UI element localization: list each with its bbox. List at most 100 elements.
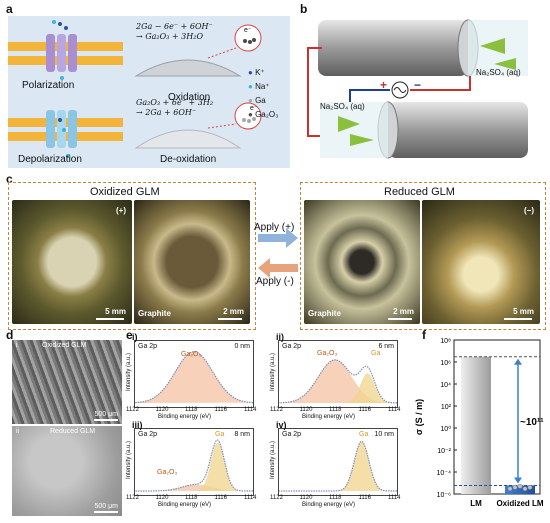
xps-x-tick: 1120: [299, 495, 313, 501]
xps-x-tick: 1114: [388, 407, 401, 413]
plus-terminal: +: [380, 78, 388, 92]
sem-roman-label: i: [16, 342, 18, 349]
photo-sub-label: Graphite: [138, 309, 171, 318]
deoxidation-label: De-oxidation: [160, 154, 217, 165]
panel-label-d: d: [6, 328, 14, 342]
apply-minus-label: Apply (-): [256, 276, 294, 287]
panel-label-c: c: [6, 172, 13, 186]
xps-envelope-line: [279, 359, 397, 404]
scatter-point: [507, 486, 513, 492]
xps-plot-1: Ga 2p 0 nm Ga₂O₃: [134, 340, 254, 408]
photo-sub-label: Graphite: [308, 309, 341, 318]
xps-depth-label: 0 nm: [234, 343, 250, 350]
oxidation-label: Oxidation: [168, 92, 211, 103]
ga2o3-peak-area: [279, 359, 397, 403]
arrow-head-down-icon: [514, 477, 522, 484]
photo-scale-label: 5 mm: [105, 307, 126, 316]
photo-corner-label: (−): [524, 206, 534, 215]
legend-item-k: ● K⁺: [248, 68, 292, 82]
oxidation-equation-line1: 2Ga − 6e⁻ + 6OH⁻: [136, 22, 213, 31]
electron-label-bottom: e⁻: [250, 105, 258, 112]
y-tick-label: 10⁶: [440, 360, 451, 367]
scatter-point: [527, 484, 533, 490]
panel-label-a: a: [6, 2, 13, 16]
sem-image-oxidized: i Oxidized GLM 500 μm: [12, 340, 122, 424]
x-category-label: Oxidized LM: [496, 499, 543, 508]
ga2o3-peak-area: [135, 484, 253, 491]
xps-x-tick: 1118: [185, 407, 198, 413]
oxidized-glm-frame: [8, 182, 256, 330]
y-axis-label: σ (S / m): [414, 399, 424, 435]
sem-scale-label: 500 μm: [94, 411, 119, 418]
xps-roman-label: i): [132, 332, 138, 342]
ratio-annotation: ~10¹¹: [520, 417, 544, 428]
xps-roman-label: ii): [276, 332, 284, 342]
arrow-icons: [258, 228, 298, 278]
xps-plot-2: Ga 2p 6 nm Ga₂O₃ Ga: [278, 340, 398, 408]
photo-scale-label: 2 mm: [223, 307, 244, 316]
legend-label: Na⁺: [255, 82, 270, 91]
sem-roman-label: ii: [16, 428, 20, 435]
ga-peak-area: [135, 442, 253, 491]
scale-bar: [94, 419, 118, 421]
scale-bar: [218, 318, 242, 320]
xps-peak-label: Ga₂O₃: [157, 469, 178, 476]
photo-corner-label: (+): [116, 206, 126, 215]
apply-arrows: [258, 220, 298, 278]
xps-spectrum: [135, 439, 253, 492]
reduced-glm-frame: [300, 182, 546, 330]
xps-x-tick: 1120: [299, 407, 313, 413]
panel-label-e: e: [126, 328, 133, 342]
ion-legend: ● K⁺ ● Na⁺ ● Ga ● Ga₂O₃: [248, 68, 292, 124]
oxidized-glm-title: Oxidized GLM: [90, 186, 160, 198]
xps-x-tick: 1114: [388, 495, 401, 501]
y-tick-label: 10²: [441, 404, 452, 411]
xps-y-axis-label: Intensity (a.u.): [126, 353, 132, 392]
xps-x-tick: 1122: [126, 495, 139, 501]
oxidation-equation-line2: → Ga₂O₃ + 3H₂O: [136, 32, 203, 41]
xps-peak-label: Ga₂O₃: [317, 350, 338, 357]
ga-peak-area: [279, 441, 397, 491]
panel-label-f: f: [422, 328, 426, 342]
xps-x-tick: 1122: [270, 495, 283, 501]
xps-x-tick: 1118: [185, 495, 198, 501]
legend-label: K⁺: [255, 68, 265, 77]
plot-frame: [453, 339, 541, 495]
solution-label-bottom: Na₂SO₄ (aq): [320, 102, 365, 111]
deoxidation-equation-line2: → 2Ga + 6OH⁻: [136, 108, 197, 117]
xps-spectrum: [279, 359, 397, 404]
xps-peak-label: Ga₂O₃: [181, 351, 202, 358]
xps-title: Ga 2p: [138, 431, 158, 438]
scale-bar: [94, 511, 118, 513]
xps-x-axis-label: Binding energy (eV): [302, 502, 356, 508]
y-tick-label: 10⁸: [440, 338, 451, 345]
xps-x-tick: 1122: [270, 407, 283, 413]
electron-label-top: e⁻: [244, 27, 252, 34]
bar-lm: [461, 356, 491, 494]
xps-spectrum: [134, 351, 254, 404]
xps-x-tick: 1116: [358, 495, 371, 501]
xps-peak-label: Ga: [371, 350, 381, 357]
xps-x-tick: 1116: [214, 407, 227, 413]
legend-item-ga: ● Ga: [248, 96, 292, 110]
deoxidation-equation-line1: Ga₂O₃ + 6e⁻ + 3H₂: [136, 98, 214, 107]
y-tick-label: 10⁴: [440, 382, 451, 389]
xps-x-tick: 1114: [244, 495, 257, 501]
photo-reduced-electrode: (−) 5 mm: [422, 200, 540, 324]
xps-y-axis-label: Intensity (a.u.): [126, 441, 132, 480]
xps-title: Ga 2p: [282, 343, 302, 350]
y-tick-label: 10⁻⁶: [437, 492, 451, 499]
y-tick-label: 10⁰: [440, 425, 451, 433]
xps-x-tick: 1116: [358, 407, 371, 413]
legend-label: Ga: [255, 96, 266, 105]
xps-spectrum: [279, 440, 397, 492]
sem-title-label: Oxidized GLM: [42, 342, 87, 349]
xps-x-axis-label: Binding energy (eV): [302, 414, 356, 420]
apply-plus-label: Apply (+): [254, 222, 295, 233]
photo-reduced-graphite: Graphite 2 mm: [304, 200, 420, 324]
sem-title-label: Reduced GLM: [50, 428, 96, 435]
xps-plot-4: Ga 2p 10 nm Ga: [278, 428, 398, 496]
y-tick-label: 10⁻²: [437, 448, 451, 455]
xps-x-axis-label: Binding energy (eV): [158, 414, 212, 420]
xps-plot-3: Ga 2p 8 nm Ga Ga₂O₃: [134, 428, 254, 496]
